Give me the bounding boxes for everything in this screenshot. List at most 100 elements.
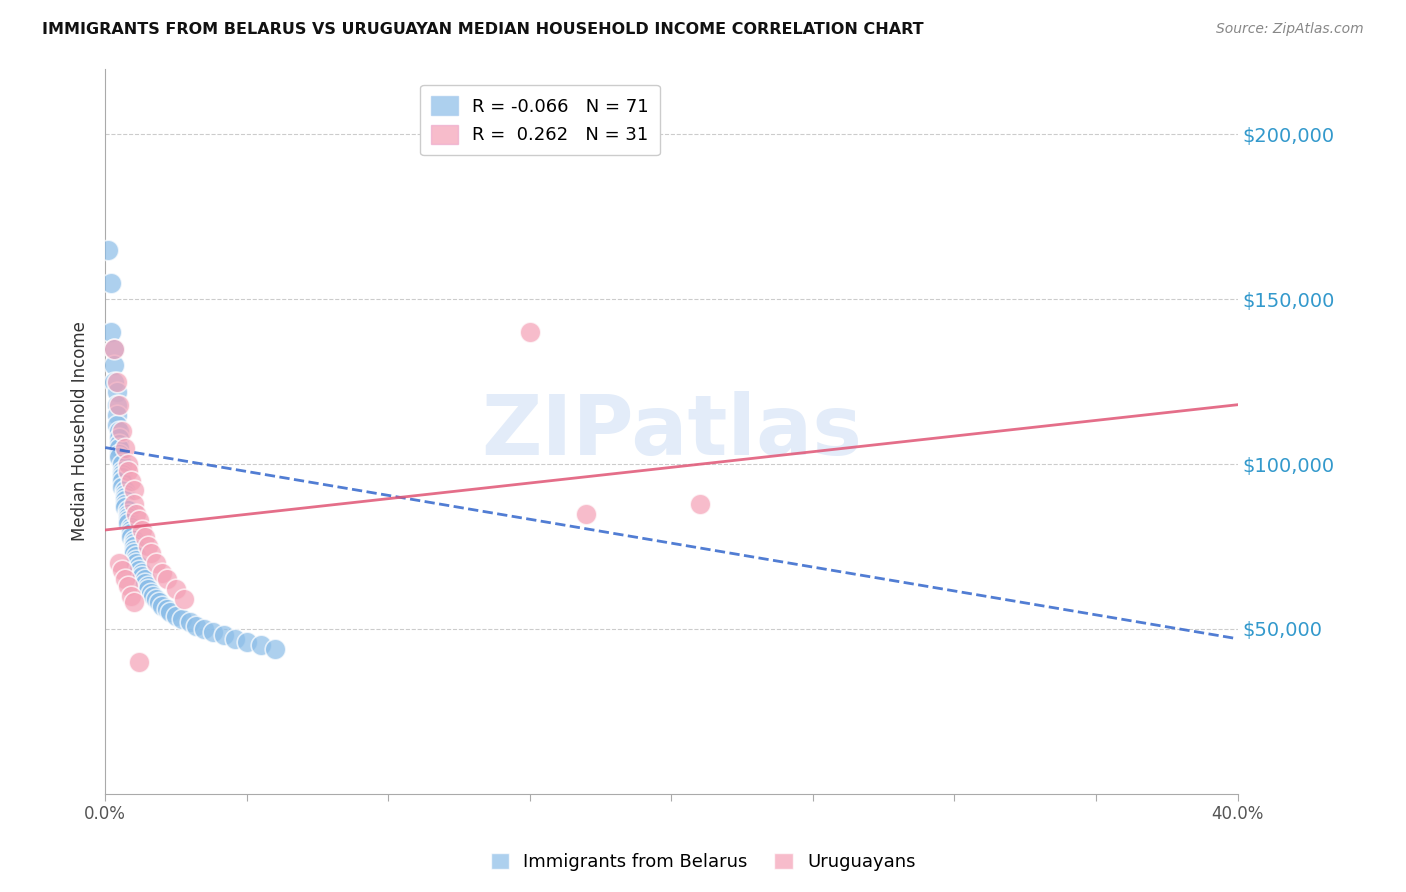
Point xyxy=(108,437,131,451)
Point xyxy=(184,618,207,632)
Point xyxy=(105,408,128,422)
Point xyxy=(111,470,134,484)
Point xyxy=(120,519,142,533)
Point xyxy=(97,243,120,257)
Point xyxy=(125,552,148,566)
Point xyxy=(117,503,139,517)
Point xyxy=(159,606,181,620)
Point xyxy=(125,507,148,521)
Point xyxy=(131,566,153,580)
Point xyxy=(111,457,134,471)
Point xyxy=(120,530,142,544)
Point xyxy=(111,424,134,438)
Point xyxy=(156,573,179,587)
Point xyxy=(150,599,173,613)
Point xyxy=(100,325,122,339)
Point xyxy=(128,562,150,576)
Point xyxy=(128,513,150,527)
Point xyxy=(150,566,173,580)
Point xyxy=(120,523,142,537)
Point xyxy=(139,585,162,599)
Point xyxy=(103,342,125,356)
Point xyxy=(114,483,136,498)
Point xyxy=(122,483,145,498)
Point xyxy=(201,625,224,640)
Point xyxy=(114,500,136,514)
Point xyxy=(103,358,125,372)
Point xyxy=(117,579,139,593)
Point xyxy=(117,513,139,527)
Point xyxy=(114,441,136,455)
Point xyxy=(131,523,153,537)
Point xyxy=(122,497,145,511)
Point xyxy=(108,447,131,461)
Point xyxy=(108,398,131,412)
Point xyxy=(108,556,131,570)
Point xyxy=(117,509,139,524)
Point xyxy=(224,632,246,646)
Point xyxy=(100,276,122,290)
Point xyxy=(212,628,235,642)
Point xyxy=(103,342,125,356)
Point xyxy=(105,384,128,399)
Legend: Immigrants from Belarus, Uruguayans: Immigrants from Belarus, Uruguayans xyxy=(484,846,922,879)
Point xyxy=(117,464,139,478)
Point xyxy=(575,507,598,521)
Point xyxy=(165,582,187,597)
Point xyxy=(114,490,136,504)
Point xyxy=(105,417,128,432)
Point xyxy=(122,546,145,560)
Point xyxy=(125,556,148,570)
Point xyxy=(105,398,128,412)
Point xyxy=(170,612,193,626)
Point xyxy=(148,595,170,609)
Point xyxy=(519,325,541,339)
Point xyxy=(134,530,156,544)
Y-axis label: Median Household Income: Median Household Income xyxy=(72,321,89,541)
Point xyxy=(139,546,162,560)
Point xyxy=(108,431,131,445)
Point xyxy=(134,575,156,590)
Point xyxy=(120,589,142,603)
Point xyxy=(145,556,167,570)
Point xyxy=(111,480,134,494)
Point xyxy=(165,608,187,623)
Point xyxy=(111,474,134,488)
Text: ZIPatlas: ZIPatlas xyxy=(481,391,862,472)
Point xyxy=(145,592,167,607)
Point xyxy=(122,533,145,547)
Point xyxy=(114,573,136,587)
Point xyxy=(173,592,195,607)
Point xyxy=(264,641,287,656)
Point xyxy=(156,602,179,616)
Point xyxy=(111,467,134,481)
Point xyxy=(108,441,131,455)
Text: Source: ZipAtlas.com: Source: ZipAtlas.com xyxy=(1216,22,1364,37)
Point xyxy=(120,526,142,541)
Point xyxy=(114,487,136,501)
Point xyxy=(689,497,711,511)
Point xyxy=(114,493,136,508)
Point xyxy=(136,579,159,593)
Point xyxy=(136,540,159,554)
Point xyxy=(128,559,150,574)
Point xyxy=(250,638,273,652)
Point xyxy=(108,450,131,465)
Point xyxy=(128,655,150,669)
Point xyxy=(122,536,145,550)
Point xyxy=(136,582,159,597)
Point xyxy=(120,474,142,488)
Point xyxy=(108,424,131,438)
Point xyxy=(114,497,136,511)
Point xyxy=(179,615,201,630)
Point xyxy=(122,595,145,609)
Point xyxy=(111,464,134,478)
Legend: R = -0.066   N = 71, R =  0.262   N = 31: R = -0.066 N = 71, R = 0.262 N = 31 xyxy=(420,85,659,155)
Point xyxy=(125,549,148,564)
Point xyxy=(134,573,156,587)
Point xyxy=(117,457,139,471)
Point xyxy=(193,622,215,636)
Point xyxy=(111,562,134,576)
Point xyxy=(117,516,139,531)
Point xyxy=(105,375,128,389)
